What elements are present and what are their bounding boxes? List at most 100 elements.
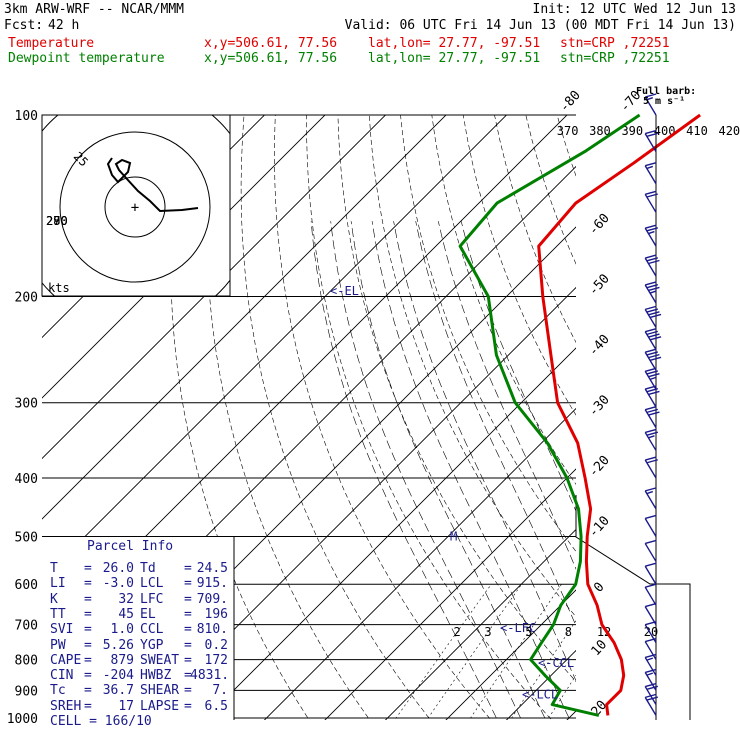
wind-barb-flag <box>646 388 659 393</box>
parcel-value: 4831. <box>190 668 230 684</box>
parcel-equals: = <box>184 561 192 576</box>
parcel-equals: = <box>84 622 92 638</box>
temperature-tick-label: -20 <box>586 453 613 480</box>
pressure-tick-label: 100 <box>15 109 38 124</box>
wind-barb-staff <box>644 697 657 716</box>
wind-barb-flag <box>645 385 657 390</box>
parcel-equals: = <box>84 606 92 622</box>
wind-barb-flag <box>645 653 657 659</box>
wind-barb-staff <box>644 388 657 408</box>
wind-barb-flag <box>645 224 657 229</box>
hodograph-ring-inner <box>104 176 166 238</box>
isotherm-line <box>42 115 447 520</box>
isotherm-line <box>42 115 387 460</box>
wind-barb-flag <box>646 227 659 232</box>
parcel-value: 196 <box>204 606 228 622</box>
parcel-value: -3.0 <box>102 576 134 592</box>
temperature-tick-label: 10 <box>589 637 611 659</box>
parcel-key: LI <box>50 576 66 592</box>
wind-barb-flag <box>646 257 659 262</box>
moist-adiabat-line <box>371 221 570 719</box>
wind-barb-flag-half <box>649 290 657 294</box>
valid-time: Valid: 06 UTC Fri 14 Jun 13 (00 MDT Fri … <box>344 18 736 33</box>
temperature-legend-name: Temperature <box>8 36 95 51</box>
model-title: 3km ARW-WRF -- NCAR/MMM <box>4 2 185 17</box>
dry-adiabat-line <box>240 115 431 720</box>
parcel-key: TT <box>50 606 66 622</box>
parcel-value: 7. <box>212 683 228 699</box>
wind-barb-flag <box>648 411 660 416</box>
hodograph-panel <box>41 114 231 297</box>
wind-barb-staff <box>644 586 657 606</box>
parcel-value: 32 <box>118 591 134 607</box>
wind-barb-flag-half <box>646 657 654 661</box>
isotherm-line <box>42 115 326 399</box>
wind-barb-flag-half <box>646 165 654 170</box>
wind-barb-flag <box>645 327 657 333</box>
wind-barb-flag <box>646 308 659 313</box>
hodograph-center-icon: + <box>131 200 139 216</box>
wind-barb-flag <box>646 408 659 414</box>
parcel-value: 915. <box>196 576 228 592</box>
parcel-value: 1.0 <box>110 622 134 638</box>
wind-barb-flag <box>645 281 657 286</box>
wind-barb-flag <box>645 93 657 98</box>
parcel-equals: = <box>184 683 192 699</box>
wind-barb-flag <box>646 284 659 289</box>
parcel-value: 24.5 <box>196 561 228 576</box>
barb-legend-title: Full barb: <box>636 86 697 97</box>
parcel-info-background <box>42 495 691 720</box>
level-marker-label: <-LCL <box>522 688 558 702</box>
temperature-tick-label: -50 <box>586 271 613 298</box>
pressure-tick-label: 1000 <box>7 712 38 727</box>
parcel-key: K <box>50 591 58 607</box>
parcel-equals: = <box>184 652 192 668</box>
parcel-equals: = <box>84 668 92 684</box>
wind-barb-flag <box>648 259 660 265</box>
parcel-equals: = <box>84 561 92 576</box>
temperature-tick-label: -40 <box>586 332 613 359</box>
wind-barb-flag <box>645 129 657 135</box>
parcel-equals: = <box>84 652 92 668</box>
pressure-tick-label: 500 <box>15 530 38 545</box>
moist-adiabat-line <box>310 221 497 719</box>
wind-barb-flag-half <box>646 490 654 495</box>
wind-barb-flag <box>646 459 659 464</box>
theta-label: 420 <box>718 124 740 138</box>
level-marker-label: <-EL <box>330 284 359 298</box>
parcel-value: 879 <box>110 652 134 668</box>
wind-barb-flag <box>645 367 657 372</box>
parcel-key: CAPE <box>50 652 82 668</box>
wind-barb-flag <box>648 333 660 338</box>
parcel-key: YGP <box>140 637 164 653</box>
wind-barb-staff <box>644 543 657 562</box>
wind-barb-staff <box>644 657 657 676</box>
parcel-equals: = <box>184 606 192 622</box>
wind-barb-flag <box>649 313 662 319</box>
pressure-tick-label: 200 <box>15 291 38 306</box>
parcel-value: 709. <box>196 591 228 607</box>
moist-adiabat-line <box>393 221 576 682</box>
parcel-key: Td <box>140 561 156 576</box>
isotherm-line <box>445 589 576 720</box>
mixing-ratio-line <box>509 620 576 720</box>
parcel-equals: = <box>84 576 92 592</box>
parcel-key: T <box>50 561 58 576</box>
wind-barb-staff <box>644 565 657 585</box>
pressure-tick-label: 800 <box>15 654 38 669</box>
wind-barb-flag <box>645 456 657 461</box>
parcel-value: 45 <box>118 606 134 622</box>
parcel-key: LCL <box>140 576 164 592</box>
mixing-ratio-line <box>426 584 522 720</box>
dry-adiabat-line <box>525 115 576 265</box>
parcel-key: CCL <box>140 622 164 638</box>
wind-barb-flag <box>645 405 657 411</box>
pressure-tick-label: 700 <box>15 619 38 634</box>
wind-barb-flag <box>645 583 657 588</box>
theta-label: 290 <box>46 214 68 228</box>
dry-adiabat-line <box>620 115 740 731</box>
temperature-trace <box>537 113 701 716</box>
wind-barb-flag <box>648 372 660 378</box>
sounding-traces <box>458 113 701 717</box>
